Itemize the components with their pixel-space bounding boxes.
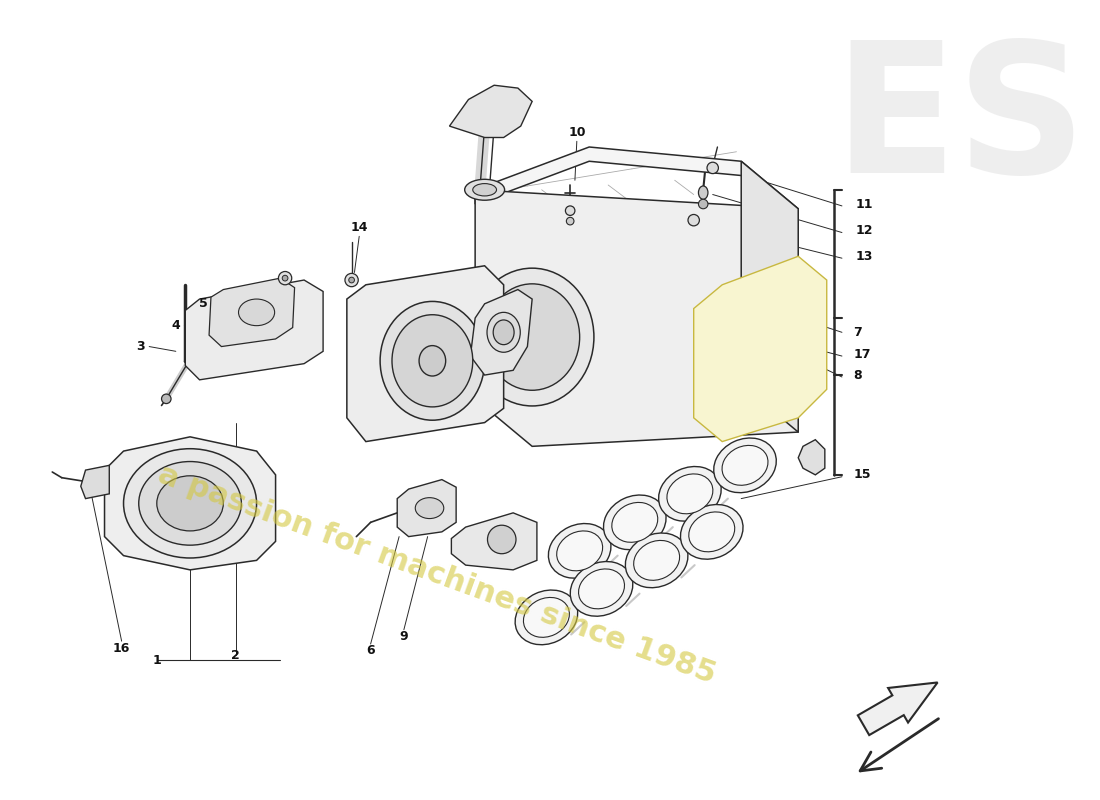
Text: 7: 7 — [854, 326, 862, 339]
Polygon shape — [104, 437, 276, 570]
Polygon shape — [397, 479, 456, 537]
Polygon shape — [451, 513, 537, 570]
Circle shape — [349, 277, 354, 283]
Ellipse shape — [485, 284, 580, 390]
Ellipse shape — [634, 541, 680, 580]
Polygon shape — [450, 86, 532, 138]
Circle shape — [345, 274, 359, 286]
Text: 1: 1 — [153, 654, 162, 666]
Polygon shape — [741, 162, 799, 432]
Text: 10: 10 — [568, 126, 585, 139]
Polygon shape — [858, 682, 937, 735]
Circle shape — [707, 162, 718, 174]
Ellipse shape — [471, 268, 594, 406]
Text: 5: 5 — [199, 298, 208, 310]
Text: a passion for machines since 1985: a passion for machines since 1985 — [154, 460, 720, 690]
Polygon shape — [475, 190, 799, 446]
Circle shape — [487, 526, 516, 554]
Polygon shape — [346, 266, 504, 442]
Polygon shape — [471, 290, 532, 375]
Ellipse shape — [515, 590, 578, 645]
Text: 3: 3 — [136, 340, 145, 353]
Ellipse shape — [139, 462, 241, 545]
Ellipse shape — [579, 569, 625, 609]
Ellipse shape — [464, 179, 505, 200]
Ellipse shape — [123, 449, 256, 558]
Ellipse shape — [557, 531, 603, 571]
Ellipse shape — [239, 299, 275, 326]
Ellipse shape — [473, 183, 496, 196]
Ellipse shape — [722, 446, 768, 486]
Text: 11: 11 — [855, 198, 872, 210]
Ellipse shape — [625, 533, 688, 588]
Text: 6: 6 — [366, 644, 375, 657]
Ellipse shape — [392, 314, 473, 407]
Ellipse shape — [604, 495, 667, 550]
Circle shape — [698, 199, 708, 209]
Ellipse shape — [612, 502, 658, 542]
Ellipse shape — [549, 523, 610, 578]
Text: 13: 13 — [855, 250, 872, 262]
Text: 9: 9 — [399, 630, 408, 643]
Ellipse shape — [659, 466, 722, 521]
Text: 15: 15 — [854, 468, 871, 482]
Text: ES: ES — [833, 35, 1087, 211]
Ellipse shape — [524, 598, 570, 638]
Circle shape — [162, 394, 170, 403]
Ellipse shape — [381, 302, 485, 420]
Circle shape — [278, 271, 292, 285]
Circle shape — [688, 214, 700, 226]
Ellipse shape — [667, 474, 713, 514]
Text: 14: 14 — [351, 222, 369, 234]
Ellipse shape — [157, 476, 223, 531]
Polygon shape — [185, 280, 323, 380]
Ellipse shape — [419, 346, 446, 376]
Ellipse shape — [493, 320, 514, 345]
Polygon shape — [209, 278, 295, 346]
Text: 17: 17 — [854, 348, 871, 361]
Text: 2: 2 — [231, 649, 240, 662]
Text: 12: 12 — [855, 224, 872, 237]
Polygon shape — [475, 147, 799, 223]
Polygon shape — [799, 440, 825, 475]
Ellipse shape — [698, 186, 708, 199]
Ellipse shape — [416, 498, 443, 518]
Text: 8: 8 — [854, 369, 862, 382]
Text: 16: 16 — [113, 642, 130, 655]
Circle shape — [565, 206, 575, 215]
Circle shape — [283, 275, 288, 281]
Polygon shape — [694, 256, 827, 442]
Polygon shape — [80, 466, 109, 498]
Ellipse shape — [714, 438, 777, 493]
Ellipse shape — [487, 312, 520, 352]
Ellipse shape — [689, 512, 735, 552]
Ellipse shape — [681, 505, 742, 559]
Ellipse shape — [570, 562, 632, 616]
Text: 4: 4 — [172, 319, 180, 332]
Circle shape — [566, 218, 574, 225]
